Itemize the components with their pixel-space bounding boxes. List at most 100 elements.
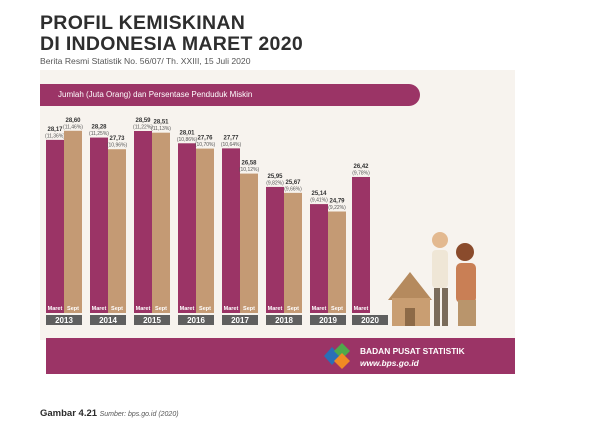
bar-maret: [266, 186, 284, 313]
bar-series-label: Maret: [224, 306, 239, 312]
org-name: BADAN PUSAT STATISTIK: [360, 346, 465, 356]
year-tick-label: 2013: [55, 316, 73, 325]
bar-value-label: 28,28: [91, 125, 107, 131]
bar-maret: [222, 148, 240, 313]
bar-value-label: 26,42: [353, 164, 369, 170]
bar-percent-label: (9,82%): [266, 180, 284, 186]
bar-sept: [108, 149, 126, 313]
bars-group: Maret 28,17(11,36%) Sept 28,60(11,46%) 2013 M…: [45, 118, 388, 325]
bar-series-label: Sept: [67, 306, 79, 312]
person-head: [432, 232, 448, 248]
bar-series-label: Sept: [243, 306, 255, 312]
subtitle: Berita Resmi Statistik No. 56/07/ Th. XX…: [40, 56, 251, 66]
bar-percent-label: (10,12%): [239, 167, 260, 173]
bps-logo-icon: [324, 343, 350, 369]
figure-caption: Gambar 4.21 Sumber: bps.go.id (2020): [40, 408, 179, 419]
bar-series-label: Maret: [312, 306, 327, 312]
bar-percent-label: (11,25%): [89, 131, 109, 137]
bar-value-label: 28,60: [65, 118, 81, 124]
bar-percent-label: (10,86%): [177, 137, 198, 143]
bar-maret: [134, 131, 152, 313]
bar-sept: [240, 173, 258, 313]
year-band: [134, 315, 170, 325]
page-title: PROFIL KEMISKINAN DI INDONESIA MARET 202…: [40, 13, 303, 55]
bar-percent-label: (9,78%): [352, 170, 370, 176]
year-band: [46, 315, 82, 325]
family-house-illustration: [388, 232, 476, 326]
year-tick-label: 2016: [187, 316, 205, 325]
person-body: [456, 263, 476, 303]
bar-maret: [178, 143, 196, 313]
person-head: [456, 243, 474, 261]
bar-series-label: Sept: [199, 306, 211, 312]
bar-percent-label: (10,96%): [107, 143, 128, 149]
year-band: [352, 315, 388, 325]
house-roof: [388, 272, 432, 300]
bar-value-label: 27,76: [197, 136, 213, 142]
bar-value-label: 25,14: [311, 191, 327, 197]
year-tick-label: 2020: [361, 316, 379, 325]
year-band: [90, 315, 126, 325]
bar-percent-label: (11,46%): [63, 124, 83, 130]
bar-maret: [46, 139, 64, 313]
person-skirt: [458, 300, 476, 326]
bar-series-label: Maret: [354, 306, 369, 312]
person-leg: [442, 288, 448, 326]
bar-value-label: 24,79: [329, 199, 345, 205]
bar-value-label: 27,77: [223, 135, 239, 141]
bar-series-label: Sept: [155, 306, 167, 312]
bar-series-label: Maret: [92, 306, 107, 312]
person-leg: [434, 288, 440, 326]
bar-percent-label: (11,36%): [45, 133, 65, 139]
year-band: [178, 315, 214, 325]
bar-sept: [284, 192, 302, 313]
bar-value-label: 28,01: [179, 130, 195, 136]
bar-percent-label: (9,41%): [310, 198, 328, 204]
figure-source: Sumber: bps.go.id (2020): [99, 411, 179, 418]
year-tick-label: 2017: [231, 316, 249, 325]
title-line-1: PROFIL KEMISKINAN: [40, 12, 246, 34]
house-door: [405, 308, 415, 326]
bar-percent-label: (9,22%): [328, 205, 346, 211]
bar-maret: [90, 137, 108, 313]
bar-sept: [152, 132, 170, 313]
chart-banner-label: Jumlah (Juta Orang) dan Persentase Pendu…: [58, 90, 253, 99]
person-body: [432, 250, 448, 288]
bar-value-label: 28,51: [153, 120, 169, 126]
bar-value-label: 27,73: [109, 136, 125, 142]
bar-sept: [64, 130, 82, 313]
year-band: [266, 315, 302, 325]
year-tick-label: 2018: [275, 316, 293, 325]
bar-series-label: Maret: [136, 306, 151, 312]
bar-value-label: 26,58: [241, 161, 257, 167]
bar-percent-label: (11,13%): [151, 126, 171, 132]
bar-value-label: 28,17: [47, 127, 63, 133]
figure-number: Gambar 4.21: [40, 408, 98, 419]
bar-series-label: Sept: [111, 306, 123, 312]
bar-maret: [352, 176, 370, 313]
bar-value-label: 25,95: [267, 174, 283, 180]
bar-percent-label: (10,64%): [221, 142, 242, 148]
bar-series-label: Maret: [268, 306, 283, 312]
year-tick-label: 2014: [99, 316, 117, 325]
bar-value-label: 25,67: [285, 180, 301, 186]
bar-series-label: Maret: [48, 306, 63, 312]
bar-percent-label: (10,70%): [195, 142, 216, 148]
bar-value-label: 28,59: [135, 118, 151, 124]
bps-label: BADAN PUSAT STATISTIK www.bps.go.id: [360, 345, 465, 369]
bar-percent-label: (9,66%): [284, 186, 302, 192]
title-line-2: DI INDONESIA MARET 2020: [40, 33, 303, 55]
bar-percent-label: (11,22%): [133, 125, 153, 131]
chart-banner: Jumlah (Juta Orang) dan Persentase Pendu…: [40, 84, 420, 106]
bar-series-label: Sept: [287, 306, 299, 312]
footer-band: [46, 338, 515, 374]
year-band: [222, 315, 258, 325]
bar-sept: [196, 148, 214, 313]
year-band: [310, 315, 346, 325]
bar-series-label: Maret: [180, 306, 195, 312]
year-tick-label: 2015: [143, 316, 161, 325]
org-url[interactable]: www.bps.go.id: [360, 358, 419, 368]
bar-maret: [310, 204, 328, 313]
bar-series-label: Sept: [331, 306, 343, 312]
